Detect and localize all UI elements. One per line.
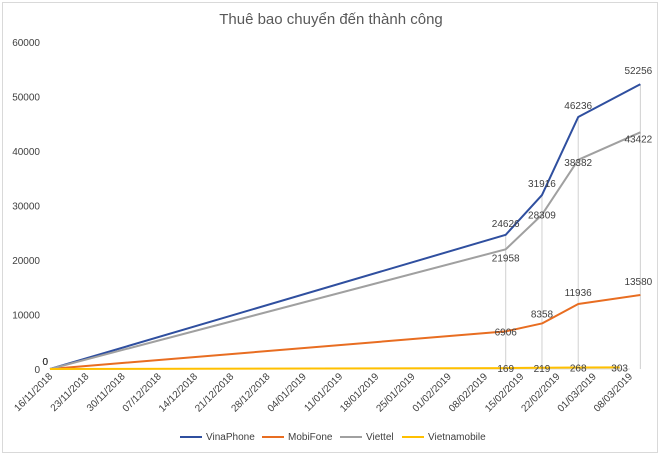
y-tick-label: 40000 [12, 147, 40, 158]
data-label: 38382 [564, 158, 592, 169]
y-tick-label: 10000 [12, 311, 40, 322]
legend-label: MobiFone [288, 432, 333, 443]
data-label: 0 [42, 357, 48, 368]
data-label: 268 [570, 364, 587, 375]
legend-item-vietnamobile: Vietnamobile [402, 432, 486, 443]
x-tick-label: 04/01/2019 [266, 371, 309, 414]
data-label: 31916 [528, 179, 556, 190]
data-label: 303 [611, 363, 628, 374]
data-label: 219 [534, 364, 551, 375]
data-label: 6906 [495, 327, 518, 338]
legend-item-viettel: Viettel [340, 432, 394, 443]
legend-label: Vietnamobile [428, 432, 486, 443]
data-label: 0 [42, 357, 48, 368]
legend-label: VinaPhone [206, 432, 255, 443]
data-label: 169 [497, 364, 514, 375]
series-line-mobifone [49, 293, 641, 370]
chart-title: Thuê bao chuyển đến thành công [219, 11, 443, 28]
data-label: 46236 [564, 101, 592, 112]
legend-label: Viettel [366, 432, 394, 443]
data-label: 28309 [528, 211, 556, 222]
x-tick-label: 08/03/2019 [592, 371, 635, 414]
data-label: 21958 [492, 253, 520, 264]
data-label: 52256 [624, 66, 652, 77]
data-label: 0 [42, 357, 48, 368]
legend-item-vinaphone: VinaPhone [180, 432, 255, 443]
series-line-vietnamobile [49, 366, 620, 370]
y-tick-label: 0 [34, 365, 40, 376]
data-label: 43422 [624, 134, 652, 145]
data-label: 24626 [492, 219, 520, 230]
y-tick-label: 30000 [12, 202, 40, 213]
y-tick-label: 20000 [12, 256, 40, 267]
data-label: 11936 [565, 288, 593, 299]
data-label: 0 [42, 357, 48, 368]
series-line-vinaphone [49, 83, 641, 370]
data-label: 8358 [531, 309, 554, 320]
series-line-viettel [49, 131, 641, 370]
y-tick-label: 60000 [12, 38, 40, 49]
y-tick-label: 50000 [12, 93, 40, 104]
legend-item-mobifone: MobiFone [262, 432, 333, 443]
data-label: 13580 [624, 277, 652, 288]
